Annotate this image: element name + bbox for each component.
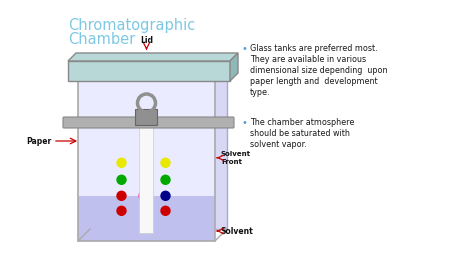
Circle shape [161,191,170,200]
FancyBboxPatch shape [78,81,215,241]
Circle shape [161,175,170,184]
Circle shape [161,206,170,215]
Text: should be saturated with: should be saturated with [250,129,350,138]
Text: •: • [242,44,248,54]
Text: dimensional size depending  upon: dimensional size depending upon [250,66,388,75]
Polygon shape [68,53,238,61]
Circle shape [142,98,152,108]
Circle shape [117,191,126,200]
Polygon shape [230,53,238,81]
Text: Solvent
Front: Solvent Front [221,151,251,165]
Text: •: • [242,118,248,128]
Text: Paper: Paper [27,136,52,146]
FancyBboxPatch shape [139,111,154,119]
FancyBboxPatch shape [68,61,230,81]
Text: Glass tanks are preferred most.: Glass tanks are preferred most. [250,44,378,53]
Text: paper length and  development: paper length and development [250,77,378,86]
Circle shape [139,191,148,200]
Circle shape [117,206,126,215]
Text: Chromatographic: Chromatographic [68,18,195,33]
Text: solvent vapor.: solvent vapor. [250,140,307,149]
Circle shape [117,175,126,184]
Text: Chamber: Chamber [68,32,135,47]
FancyBboxPatch shape [136,109,157,125]
Text: type.: type. [250,88,271,97]
Text: Lid: Lid [140,36,153,45]
FancyBboxPatch shape [139,125,154,233]
FancyBboxPatch shape [78,196,215,241]
Circle shape [117,158,126,167]
Text: Solvent: Solvent [221,227,254,235]
Text: They are available in various: They are available in various [250,55,366,64]
Text: The chamber atmosphere: The chamber atmosphere [250,118,355,127]
FancyBboxPatch shape [90,69,227,229]
Circle shape [161,158,170,167]
FancyBboxPatch shape [63,117,234,128]
